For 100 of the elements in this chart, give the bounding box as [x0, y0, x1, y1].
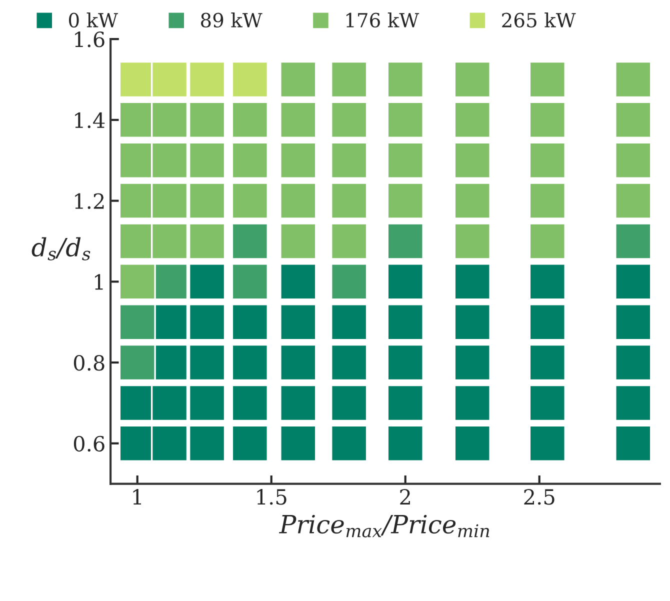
y-tick-label: 1.6	[75, 32, 104, 48]
point	[150, 142, 188, 179]
point	[188, 424, 226, 462]
point	[528, 424, 566, 462]
legend-label: 0 kW	[68, 12, 118, 28]
point	[614, 424, 652, 462]
point	[454, 101, 491, 138]
point	[150, 424, 188, 462]
point	[330, 222, 368, 260]
point	[231, 222, 268, 260]
point	[118, 263, 156, 300]
point	[118, 344, 156, 382]
point	[454, 263, 491, 300]
point	[280, 182, 317, 220]
point	[528, 263, 566, 300]
point	[528, 142, 566, 179]
point	[150, 384, 188, 422]
x-tick-label: 2	[400, 489, 410, 504]
point	[280, 60, 317, 98]
point	[386, 304, 424, 341]
point	[528, 182, 566, 220]
point	[386, 101, 424, 138]
point	[231, 142, 268, 179]
y-tick-label: 0.8	[74, 354, 104, 371]
y-tick-label: 0.6	[74, 436, 104, 452]
x-tick-label: 1	[133, 489, 142, 504]
point	[188, 101, 226, 138]
point	[231, 263, 268, 300]
point	[454, 182, 491, 220]
point	[386, 142, 424, 179]
point	[454, 384, 491, 422]
point	[614, 384, 652, 422]
point	[386, 60, 424, 98]
point	[454, 60, 491, 98]
point	[528, 101, 566, 138]
point	[330, 384, 368, 422]
point	[231, 101, 268, 138]
point	[386, 222, 424, 260]
point	[614, 344, 652, 382]
point	[231, 424, 268, 462]
point	[614, 182, 652, 220]
point	[386, 384, 424, 422]
point	[528, 222, 566, 260]
point	[188, 304, 226, 341]
point	[188, 222, 226, 260]
point	[614, 60, 652, 98]
point	[280, 101, 317, 138]
legend-label: 265 kW	[502, 12, 576, 28]
point	[454, 424, 491, 462]
point	[454, 344, 491, 382]
point	[280, 263, 317, 300]
point	[280, 424, 317, 462]
point	[454, 222, 491, 260]
point	[280, 142, 317, 179]
point	[188, 182, 226, 220]
point	[614, 142, 652, 179]
point	[330, 304, 368, 341]
point	[330, 344, 368, 382]
y-tick-label: 1	[94, 274, 103, 290]
point	[118, 304, 156, 341]
point	[528, 304, 566, 341]
point	[330, 182, 368, 220]
point	[280, 384, 317, 422]
point	[188, 263, 226, 300]
x-tick-label: 1.5	[257, 489, 286, 505]
point	[150, 182, 188, 220]
point	[528, 384, 566, 422]
point	[330, 142, 368, 179]
point	[528, 60, 566, 98]
point	[188, 142, 226, 179]
point	[330, 60, 368, 98]
point	[280, 222, 317, 260]
point	[454, 142, 491, 179]
point	[528, 344, 566, 382]
y-tick-label: 1.4	[75, 112, 105, 128]
point	[386, 344, 424, 382]
point	[150, 101, 188, 138]
point	[150, 60, 188, 98]
point	[150, 222, 188, 260]
y-tick-label: 1.2	[75, 193, 104, 209]
point	[231, 344, 268, 382]
point	[330, 424, 368, 462]
legend-label: 176 kW	[346, 12, 420, 28]
point	[386, 424, 424, 462]
point	[231, 182, 268, 220]
point	[386, 182, 424, 220]
point	[614, 263, 652, 300]
point	[614, 222, 652, 260]
point	[614, 101, 652, 138]
point	[280, 304, 317, 341]
point	[231, 60, 268, 98]
point	[330, 263, 368, 300]
point	[188, 60, 226, 98]
y-axis-title: d$_{s}$/d$_{s}$	[32, 237, 90, 260]
x-tick-label: 2.5	[524, 489, 554, 505]
point	[330, 101, 368, 138]
x-axis-title: Price$_{max}$/Price$_{min}$	[278, 514, 490, 538]
point	[280, 344, 317, 382]
point	[188, 384, 226, 422]
point	[231, 304, 268, 341]
